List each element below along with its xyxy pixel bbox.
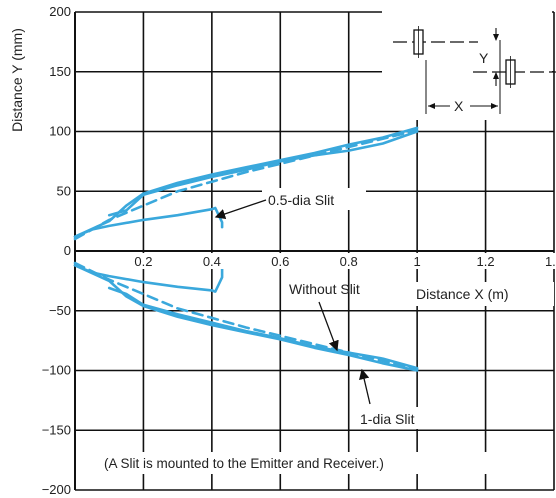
x-tick-label: 1.2 bbox=[477, 254, 495, 269]
series-1-dia-slit-inner-lower bbox=[107, 286, 419, 370]
annotation-0-5-dia-slit: 0.5-dia Slit bbox=[268, 192, 334, 208]
tick-label-backdrop bbox=[265, 253, 296, 269]
y-tick-label: −200 bbox=[42, 482, 71, 497]
series-1-dia-slit-upper bbox=[73, 129, 419, 241]
tick-label-backdrop bbox=[470, 253, 501, 269]
inset-y-label: Y bbox=[479, 50, 489, 66]
series-1-dia-slit-inner-upper bbox=[107, 130, 419, 217]
y-tick-label: 200 bbox=[49, 4, 71, 19]
tick-label-backdrop bbox=[539, 253, 556, 269]
series-0-5-dia-slit-upper bbox=[73, 206, 224, 238]
xlabel-backdrop bbox=[412, 282, 554, 306]
inset-y-arrow-bottom bbox=[493, 72, 499, 79]
inset-x-label: X bbox=[454, 98, 464, 114]
series-layer bbox=[73, 126, 419, 372]
inset-x-arrow-left bbox=[428, 103, 435, 109]
tick-label-backdrop bbox=[402, 253, 433, 269]
x-tick-label: 0.4 bbox=[203, 254, 221, 269]
inset-diagram: X Y bbox=[382, 8, 556, 120]
y-tick-label: 150 bbox=[49, 64, 71, 79]
label-backdrop bbox=[262, 188, 366, 210]
y-tick-label: 100 bbox=[49, 124, 71, 139]
y-axis-label: Distance Y (mm) bbox=[9, 28, 25, 132]
series-1-dia-slit-lower bbox=[73, 261, 419, 371]
arrow-0-5-dia-slit bbox=[214, 199, 267, 219]
series-without-slit-upper bbox=[73, 126, 419, 238]
note-backdrop bbox=[100, 452, 548, 474]
x-tick-label: 0.2 bbox=[134, 254, 152, 269]
arrow-1-dia-slit bbox=[359, 368, 371, 405]
inset-background bbox=[382, 8, 552, 120]
label-backdrop-2 bbox=[355, 407, 435, 429]
x-tick-label: 1.4 bbox=[545, 254, 556, 269]
series-0-5-dia-slit-lower bbox=[73, 264, 224, 293]
x-tick-label: 1 bbox=[414, 254, 421, 269]
inset-x-arrow-right bbox=[491, 103, 498, 109]
x-tick-label: 0.6 bbox=[271, 254, 289, 269]
y-tick-label: −100 bbox=[42, 363, 71, 378]
footnote: (A Slit is mounted to the Emitter and Re… bbox=[104, 456, 384, 471]
arrow-without-slit bbox=[318, 301, 339, 352]
tick-label-backdrop bbox=[333, 253, 364, 269]
tick-labels: 200 150 100 50 0 −50 −100 −150 −200 0.2 0.4 0.6 0.8 1… bbox=[42, 4, 556, 497]
y-tick-label: 0 bbox=[64, 243, 71, 258]
y-tick-label: −50 bbox=[49, 303, 71, 318]
x-tick-label: 0.8 bbox=[340, 254, 358, 269]
tick-label-backdrop bbox=[128, 253, 159, 269]
inset-y-arrow-top bbox=[493, 34, 499, 41]
tick-label-backdrop bbox=[196, 253, 227, 269]
y-tick-label: 50 bbox=[57, 183, 71, 198]
x-axis-label: Distance X (m) bbox=[416, 286, 509, 302]
annotation-without-slit: Without Slit bbox=[289, 281, 360, 297]
annotation-1-dia-slit: 1-dia Slit bbox=[360, 411, 415, 427]
y-tick-label: −150 bbox=[42, 422, 71, 437]
